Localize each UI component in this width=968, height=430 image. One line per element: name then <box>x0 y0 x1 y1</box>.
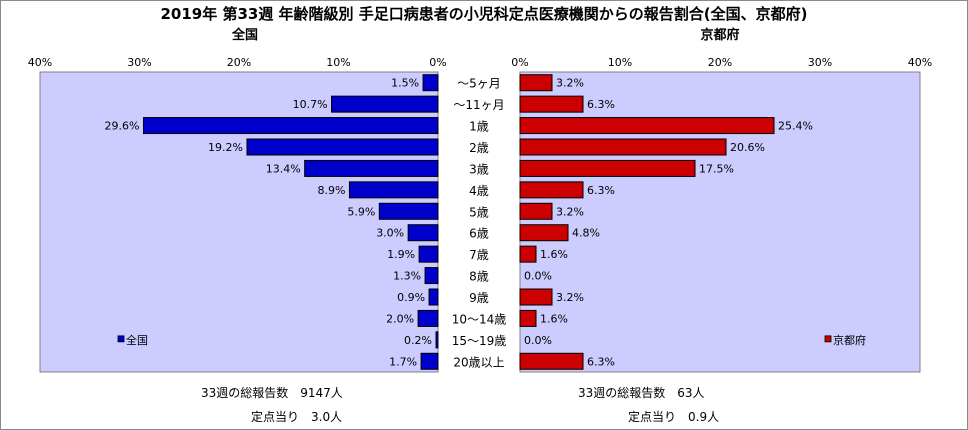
left-x-tick-label: 30% <box>127 56 151 69</box>
zenkoku-bar <box>420 352 439 370</box>
category-label: ～5ヶ月 <box>457 77 501 91</box>
kyoto-total-label: 33週の総報告数 63人 <box>578 386 705 400</box>
chart-title: 2019年 第33週 年齢階級別 手足口病患者の小児科定点医療機関からの報告割合… <box>160 5 808 23</box>
category-label: ～11ヶ月 <box>453 98 504 112</box>
kyoto-bar <box>519 159 696 177</box>
kyoto-per-sentinel-label: 定点当り 0.9人 <box>628 410 720 424</box>
zenkoku-data-label: 29.6% <box>105 120 140 133</box>
kyoto-bar <box>519 224 569 242</box>
kyoto-data-label: 3.2% <box>556 291 584 304</box>
kyoto-bar <box>519 202 553 220</box>
right-x-tick-label: 10% <box>608 56 632 69</box>
left-x-tick-label: 20% <box>227 56 251 69</box>
zenkoku-data-label: 8.9% <box>317 184 345 197</box>
kyoto-bar <box>519 95 584 113</box>
category-label: 20歳以上 <box>453 355 504 369</box>
kyoto-data-label: 20.6% <box>730 141 765 154</box>
category-label: 6歳 <box>469 227 489 241</box>
category-label: 7歳 <box>469 248 489 262</box>
kyoto-bar <box>519 245 537 263</box>
zenkoku-bar <box>378 202 439 220</box>
zenkoku-data-label: 3.0% <box>376 227 404 240</box>
zenkoku-bar <box>418 245 439 263</box>
kyoto-bar <box>519 288 553 306</box>
right-plot-area <box>519 71 921 373</box>
kyoto-data-label: 0.0% <box>524 334 552 347</box>
category-label: 3歳 <box>469 162 489 176</box>
category-label: 15～19歳 <box>452 334 507 348</box>
kyoto-bar <box>519 138 727 156</box>
zenkoku-data-label: 10.7% <box>293 98 328 111</box>
zenkoku-bar <box>304 159 439 177</box>
right-x-tick-label: 0% <box>511 56 528 69</box>
zenkoku-data-label: 13.4% <box>266 162 301 175</box>
zenkoku-data-label: 1.3% <box>393 270 421 283</box>
left-x-tick-label: 40% <box>28 56 52 69</box>
kyoto-data-label: 1.6% <box>540 248 568 261</box>
left-x-tick-label: 0% <box>429 56 446 69</box>
zenkoku-data-label: 1.5% <box>391 77 419 90</box>
kyoto-data-label: 6.3% <box>587 98 615 111</box>
zenkoku-bar <box>142 117 439 135</box>
zenkoku-legend-label: 全国 <box>126 333 148 347</box>
zenkoku-bar <box>422 74 439 92</box>
kyoto-bar <box>519 181 584 199</box>
kyoto-data-label: 3.2% <box>556 77 584 90</box>
zenkoku-per-sentinel-label: 定点当り 3.0人 <box>251 410 343 424</box>
zenkoku-bar <box>407 224 439 242</box>
zenkoku-bar <box>417 309 439 327</box>
right-x-tick-label: 30% <box>808 56 832 69</box>
category-label: 8歳 <box>469 270 489 284</box>
zenkoku-bar <box>428 288 439 306</box>
category-label: 5歳 <box>469 205 489 219</box>
left-x-tick-label: 10% <box>326 56 350 69</box>
kyoto-legend-swatch <box>824 335 832 343</box>
category-label: 10～14歳 <box>452 312 507 326</box>
kyoto-data-label: 1.6% <box>540 312 568 325</box>
kyoto-data-label: 25.4% <box>778 120 813 133</box>
zenkoku-data-label: 1.9% <box>387 248 415 261</box>
category-label: 2歳 <box>469 141 489 155</box>
kyoto-data-label: 17.5% <box>699 162 734 175</box>
zenkoku-total-label: 33週の総報告数 9147人 <box>201 386 343 400</box>
kyoto-bar <box>519 74 553 92</box>
zenkoku-bar <box>424 267 439 285</box>
zenkoku-data-label: 5.9% <box>347 205 375 218</box>
zenkoku-data-label: 0.9% <box>397 291 425 304</box>
kyoto-data-label: 0.0% <box>524 270 552 283</box>
left-plot-area <box>39 71 439 373</box>
zenkoku-data-label: 1.7% <box>389 355 417 368</box>
left-panel-title: 全国 <box>231 28 258 43</box>
zenkoku-data-label: 2.0% <box>386 312 414 325</box>
right-panel-title: 京都府 <box>700 28 740 43</box>
kyoto-bar <box>519 309 537 327</box>
category-label: 9歳 <box>469 291 489 305</box>
zenkoku-bar <box>246 138 439 156</box>
category-label: 1歳 <box>469 120 489 134</box>
right-x-tick-label: 20% <box>708 56 732 69</box>
kyoto-data-label: 4.8% <box>572 227 600 240</box>
zenkoku-legend-swatch <box>117 335 125 343</box>
kyoto-bar <box>519 352 584 370</box>
zenkoku-data-label: 19.2% <box>208 141 243 154</box>
kyoto-bar <box>519 117 775 135</box>
zenkoku-bar <box>348 181 439 199</box>
kyoto-legend-label: 京都府 <box>833 333 866 347</box>
zenkoku-bar <box>435 331 439 349</box>
kyoto-data-label: 6.3% <box>587 355 615 368</box>
right-x-tick-label: 40% <box>908 56 932 69</box>
zenkoku-data-label: 0.2% <box>404 334 432 347</box>
kyoto-data-label: 3.2% <box>556 205 584 218</box>
zenkoku-bar <box>331 95 439 113</box>
category-label: 4歳 <box>469 184 489 198</box>
kyoto-data-label: 6.3% <box>587 184 615 197</box>
